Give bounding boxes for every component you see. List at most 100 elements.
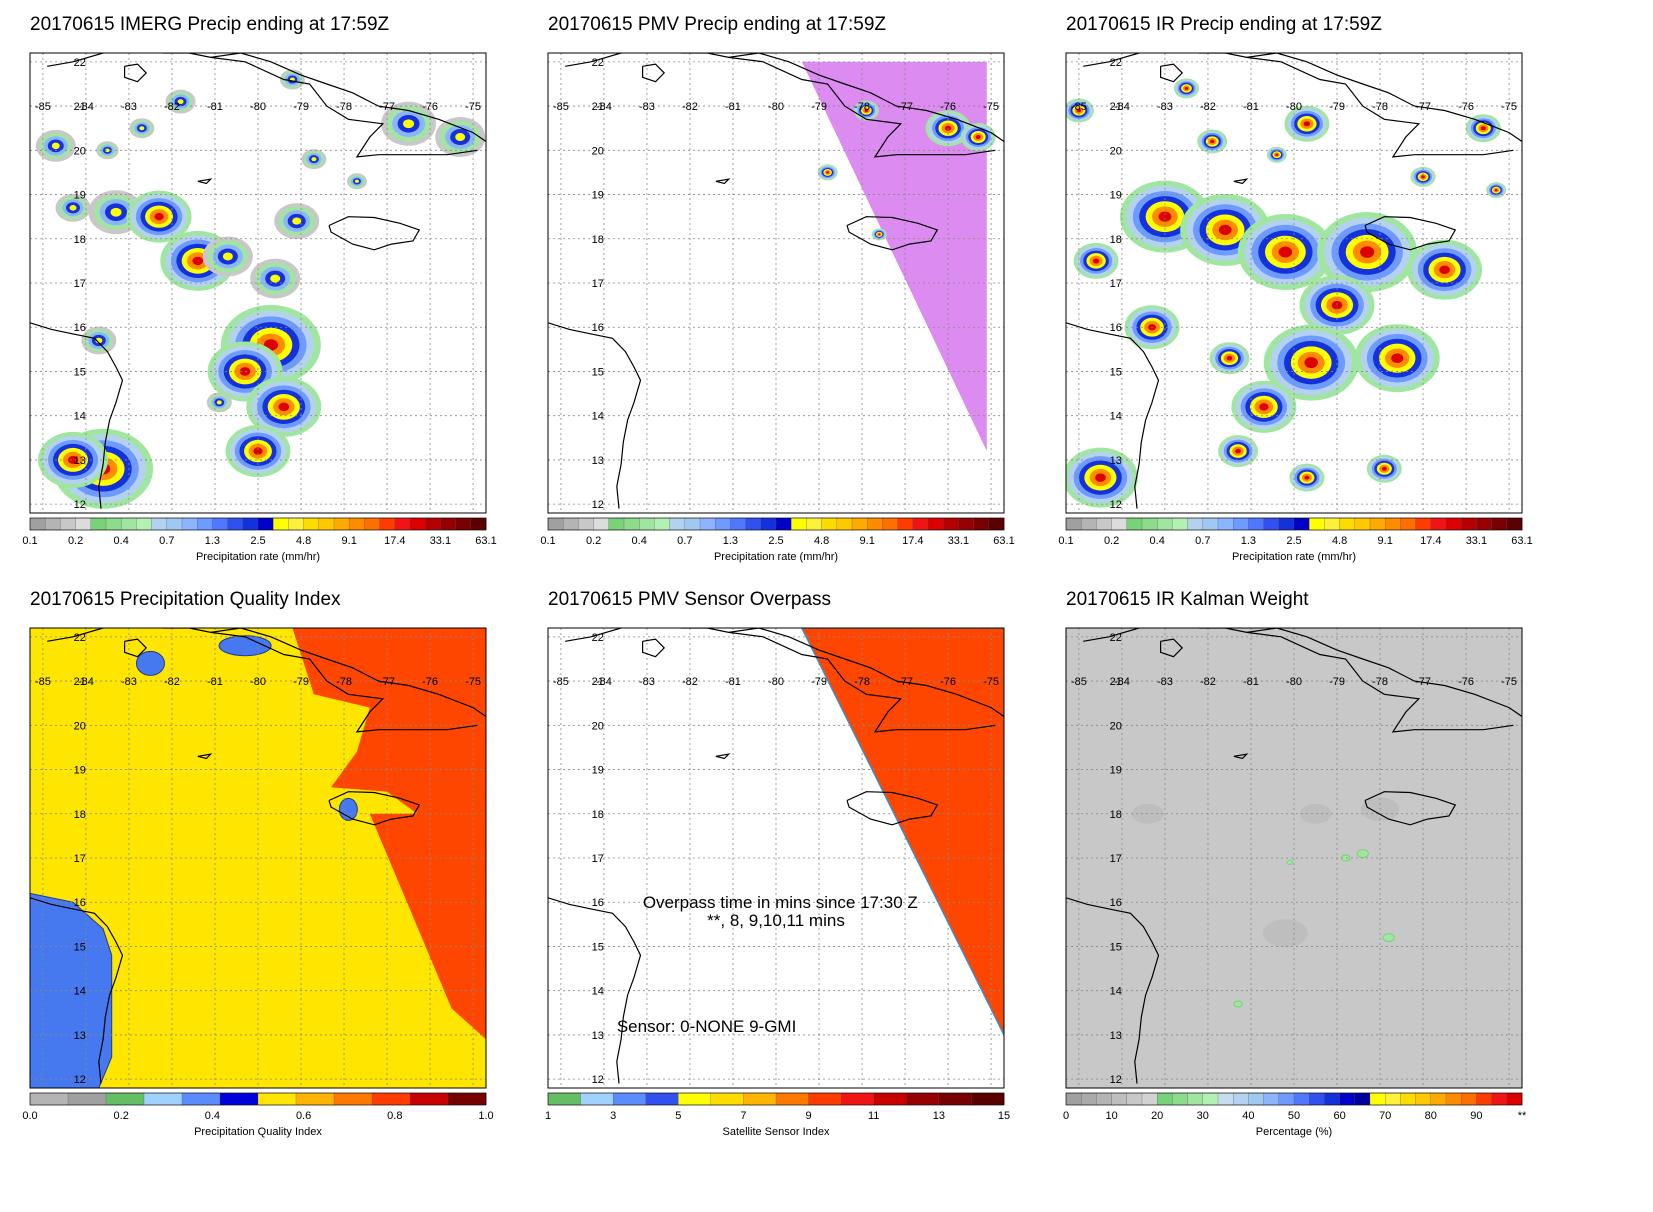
colorbar-swatch xyxy=(1430,517,1447,531)
panel-title: 20170615 IR Precip ending at 17:59Z xyxy=(1066,14,1382,35)
lat-label: 14 xyxy=(74,411,86,423)
precip-cell xyxy=(1304,357,1318,369)
coastline-cuba xyxy=(47,53,486,142)
lon-label: -84 xyxy=(78,101,94,113)
coastline-cayman xyxy=(1233,753,1249,760)
colorbar-label: Precipitation rate (mm/hr) xyxy=(195,551,321,563)
lon-label: -83 xyxy=(639,676,655,688)
colorbar-swatch xyxy=(1339,1092,1356,1106)
colorbar-swatch xyxy=(973,517,990,531)
lat-label: 21 xyxy=(592,676,604,688)
colorbar-tick-label: 0.8 xyxy=(387,1110,402,1122)
colorbar-swatch xyxy=(379,517,396,531)
lon-label: -77 xyxy=(897,101,913,113)
lat-label: 13 xyxy=(74,455,86,467)
lat-label: 17 xyxy=(74,853,86,865)
colorbar-swatch xyxy=(867,517,883,531)
colorbar-swatch xyxy=(1415,1092,1432,1106)
colorbar-swatch xyxy=(151,517,168,531)
colorbar-tick-label: 0.7 xyxy=(159,535,174,547)
precip-cell xyxy=(278,402,290,412)
precip-cell xyxy=(216,400,222,405)
precip-cell xyxy=(69,205,77,211)
panel-title: 20170615 IMERG Precip ending at 17:59Z xyxy=(30,14,390,35)
lat-label: 20 xyxy=(1110,720,1122,732)
lon-label: -83 xyxy=(1157,676,1173,688)
colorbar-swatch xyxy=(1217,1092,1234,1106)
coastline-isle xyxy=(642,63,666,83)
lat-label: 18 xyxy=(74,809,86,821)
coastline-cuba xyxy=(47,628,486,717)
colorbar-tick-label: 9.1 xyxy=(342,535,357,547)
sensor-legend: Sensor: 0-NONE 9-GMI xyxy=(617,1017,797,1036)
lat-label: 12 xyxy=(592,1074,604,1086)
lon-label: -78 xyxy=(854,676,870,688)
colorbar-swatch xyxy=(75,517,92,531)
coastline-cuba-south xyxy=(210,56,478,158)
lon-label: -81 xyxy=(1243,101,1259,113)
colorbar-tick-label: ** xyxy=(1518,1110,1527,1122)
colorbar-tick-label: 9.1 xyxy=(860,535,875,547)
precip-cell xyxy=(1359,246,1375,258)
lat-label: 19 xyxy=(592,190,604,202)
lon-label: -80 xyxy=(768,676,784,688)
coastline-isle xyxy=(124,63,148,83)
coastline-isle xyxy=(124,638,148,658)
precip-cell xyxy=(403,119,415,129)
colorbar-swatch xyxy=(1430,1092,1447,1106)
colorbar-tick-label: 0.2 xyxy=(1104,535,1119,547)
precip-cell xyxy=(1218,224,1232,236)
precip-cell xyxy=(1391,353,1404,364)
colorbar-swatch xyxy=(654,517,671,531)
colorbar-swatch xyxy=(303,517,320,531)
colorbar-swatch xyxy=(257,1092,297,1106)
lon-label: -84 xyxy=(1114,101,1130,113)
lon-label: -83 xyxy=(121,101,137,113)
colorbar-tick-label: 17.4 xyxy=(384,535,405,547)
lat-label: 15 xyxy=(592,941,604,953)
precip-cell xyxy=(68,455,79,464)
precip-cell xyxy=(1303,121,1311,127)
colorbar-swatch xyxy=(745,517,762,531)
colorbar-swatch xyxy=(1202,517,1219,531)
colorbar-swatch xyxy=(1400,1092,1417,1106)
colorbar-tick-label: 0.4 xyxy=(114,535,129,547)
lat-label: 22 xyxy=(592,632,604,644)
colorbar-swatch xyxy=(1369,517,1386,531)
colorbar-swatch xyxy=(836,517,853,531)
colorbar-swatch xyxy=(1233,1092,1249,1106)
colorbar-tick-label: 4.8 xyxy=(814,535,829,547)
lat-label: 21 xyxy=(74,101,86,113)
precip-cell xyxy=(253,447,263,455)
lon-label: -83 xyxy=(121,676,137,688)
colorbar-swatch xyxy=(1506,517,1523,531)
colorbar-swatch xyxy=(349,517,365,531)
colorbar-label: Precipitation Quality Index xyxy=(194,1126,322,1138)
colorbar-swatch xyxy=(242,517,259,531)
lat-label: 20 xyxy=(592,720,604,732)
coastline-central-america xyxy=(1066,322,1160,509)
colorbar-frame xyxy=(1065,1092,1523,1106)
colorbar-label: Percentage (%) xyxy=(1255,1126,1333,1138)
colorbar-swatch xyxy=(1065,1092,1082,1106)
colorbar-tick-label: 0.6 xyxy=(296,1110,311,1122)
colorbar-swatch xyxy=(181,1092,221,1106)
colorbar-swatch xyxy=(1309,517,1325,531)
colorbar-tick-label: 0.4 xyxy=(1150,535,1165,547)
lon-label: -78 xyxy=(854,101,870,113)
colorbar-swatch xyxy=(897,517,914,531)
lon-label: -75 xyxy=(983,101,999,113)
colorbar-tick-label: 63.1 xyxy=(475,535,496,547)
overpass-minutes: **, 8, 9,10,11 mins xyxy=(707,911,845,930)
precip-cell xyxy=(110,207,122,217)
colorbar-tick-label: 0.2 xyxy=(114,1110,129,1122)
colorbar-swatch xyxy=(912,517,929,531)
panel-pqi: 20170615 Precipitation Quality Index -85… xyxy=(22,585,530,1175)
panel-pmv: 20170615 PMV Precip ending at 17:59Z -85… xyxy=(540,10,1048,600)
colorbar-tick-label: 0.1 xyxy=(22,535,37,547)
colorbar-tick-label: 10 xyxy=(1105,1110,1117,1122)
colorbar-swatch xyxy=(1324,1092,1341,1106)
lon-label: -81 xyxy=(207,676,223,688)
colorbar-swatch xyxy=(760,517,777,531)
precip-cell xyxy=(1210,139,1215,144)
